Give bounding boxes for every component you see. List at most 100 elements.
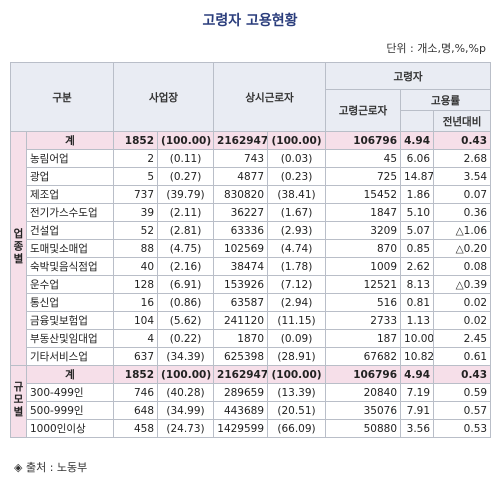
group-label: 업종별 [12,228,24,266]
table-cell: (38.41) [267,185,327,204]
table-cell: 10.00 [400,329,435,348]
row-label: 제조업 [25,185,115,204]
table-cell: 5.07 [400,221,435,240]
table-cell: (0.03) [267,149,327,168]
table-cell: (4.74) [267,239,327,258]
table-cell: 1852 [113,365,159,384]
table-cell: 0.43 [433,131,492,150]
table-cell: (4.75) [157,239,215,258]
table-cell: 289659 [213,383,269,402]
table-cell: 40 [113,257,159,276]
table-cell: 870 [325,239,402,258]
table-cell: 1009 [325,257,402,276]
table-cell: 7.91 [400,401,435,420]
table-cell: 4 [113,329,159,348]
table-cell: 1852 [113,131,159,150]
group-label: 규모별 [12,381,24,419]
table-cell: (28.91) [267,347,327,366]
table-cell: 63336 [213,221,269,240]
table-cell: (100.00) [157,365,215,384]
table-cell: 743 [213,149,269,168]
table-cell: (40.28) [157,383,215,402]
row-label: 계 [25,365,115,384]
row-label: 금융및보험업 [25,311,115,330]
table-cell: 830820 [213,185,269,204]
table-cell: (0.23) [267,167,327,186]
table-row: 숙박및음식점업 40 (2.16) 38474 (1.78) 1009 2.62 0.08 [11,257,492,276]
table-cell: 38474 [213,257,269,276]
row-label: 광업 [25,167,115,186]
table-row: 부동산및임대업 4 (0.22) 1870 (0.09) 187 10.00 2.45 [11,329,492,348]
title: 고령자 고용현황 [202,13,298,29]
table-cell: 63587 [213,293,269,312]
table-cell: △0.20 [433,239,492,258]
table-cell: (39.79) [157,185,215,204]
header-cell: 고용률 [400,89,492,111]
table-cell: 14.87 [400,167,435,186]
table-body: 업종별 계 1852 (100.00) 2162947 (100.00) 106796 4.9… [10,131,492,438]
table-cell: 725 [325,167,402,186]
table-cell: 5 [113,167,159,186]
table-cell: 45 [325,149,402,168]
table-row: 기타서비스업 637 (34.39) 625398 (28.91) 67682 10.82 0… [11,347,492,366]
table-cell: 1.13 [400,311,435,330]
table-cell: 0.85 [400,239,435,258]
row-label: 기타서비스업 [25,347,115,366]
table-cell: 104 [113,311,159,330]
table-cell: (2.16) [157,257,215,276]
table-cell: (2.11) [157,203,215,222]
table-cell: 241120 [213,311,269,330]
table-cell: (0.11) [157,149,215,168]
table-cell: 187 [325,329,402,348]
table-cell: △1.06 [433,221,492,240]
table-cell: 153926 [213,275,269,294]
row-label: 1000인이상 [25,419,115,438]
table-cell: 2.68 [433,149,492,168]
header-cell: 고령자 [325,62,492,90]
table-cell: 39 [113,203,159,222]
table-cell: 3209 [325,221,402,240]
row-label: 전기가스수도업 [25,203,115,222]
header-cell: 사업장 [113,62,215,132]
table-cell: 7.19 [400,383,435,402]
header-cell: 구분 [9,62,115,132]
row-label: 도매및소매업 [25,239,115,258]
table-cell: 128 [113,275,159,294]
table-cell: 0.02 [433,311,492,330]
table-row: 1000인이상 458 (24.73) 1429599 (66.09) 50880 3.56… [11,419,492,438]
table-cell: 2.62 [400,257,435,276]
table-row: 통신업 16 (0.86) 63587 (2.94) 516 0.81 0.02 [11,293,492,312]
table-row: 300-499인 746 (40.28) 289659 (13.39) 20840 7.19… [11,383,492,402]
group-cell: 규모별 [10,365,27,438]
table-cell: (24.73) [157,419,215,438]
table-cell: 1847 [325,203,402,222]
table-cell: 0.57 [433,401,492,420]
table-cell: 106796 [325,131,402,150]
table-cell: (13.39) [267,383,327,402]
table-row: 운수업 128 (6.91) 153926 (7.12) 12521 8.13 △0.39 [11,275,492,294]
table-cell: (5.62) [157,311,215,330]
table-row: 제조업 737 (39.79) 830820 (38.41) 15452 1.86 0.07 [11,185,492,204]
table-cell: 3.56 [400,419,435,438]
table-cell: 0.43 [433,365,492,384]
table-cell: 8.13 [400,275,435,294]
table-cell: (1.67) [267,203,327,222]
header-cell: 고령근로자 [325,89,402,132]
table-cell: 4.94 [400,131,435,150]
header-cell: 전년대비 [433,110,492,132]
row-label: 숙박및음식점업 [25,257,115,276]
table-cell: (20.51) [267,401,327,420]
table-cell: (0.27) [157,167,215,186]
row-label: 운수업 [25,275,115,294]
table-cell: 746 [113,383,159,402]
table-cell: 0.02 [433,293,492,312]
table-row: 500-999인 648 (34.99) 443689 (20.51) 35076 7.91… [11,401,492,420]
table-cell: 35076 [325,401,402,420]
row-label: 부동산및임대업 [25,329,115,348]
table-row: 금융및보험업 104 (5.62) 241120 (11.15) 2733 1.13 0.02 [11,311,492,330]
table-cell: 2.45 [433,329,492,348]
table-cell: 36227 [213,203,269,222]
table-cell: 52 [113,221,159,240]
table-cell: 0.81 [400,293,435,312]
